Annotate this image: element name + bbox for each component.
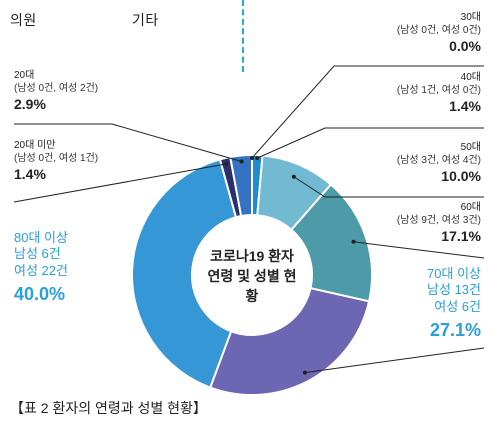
label-80plus: 80대 이상 남성 6건 여성 22건 40.0% xyxy=(14,230,68,305)
leader-line-3 xyxy=(353,241,485,259)
chart-title: 코로나19 환자 연령 및 성별 현황 xyxy=(202,246,302,306)
label-70plus: 70대 이상 남성 13건 여성 6건 27.1% xyxy=(427,266,481,341)
label-20s-age: 20대 xyxy=(14,70,35,81)
leader-dot-0 xyxy=(250,156,254,160)
label-20s-detail: (남성 0건, 여성 2건) xyxy=(14,82,99,94)
leader-dot-1 xyxy=(255,156,260,161)
label-80plus-age: 80대 이상 xyxy=(14,230,68,245)
header-middle: 기타 xyxy=(132,12,159,28)
header-left: 의원 xyxy=(10,12,37,28)
label-50s-detail: (남성 3건, 여성 4건) xyxy=(396,154,481,166)
label-20s: 20대 (남성 0건, 여성 2건) 2.9% xyxy=(14,70,98,114)
label-50s: 50대 (남성 3건, 여성 4건) 10.0% xyxy=(397,142,481,186)
label-80plus-female: 여성 22건 xyxy=(14,262,68,278)
label-30s-pct: 0.0% xyxy=(449,38,481,54)
leader-dot-6 xyxy=(224,161,229,166)
label-70plus-female: 여성 6건 xyxy=(434,298,481,314)
leader-line-6 xyxy=(13,163,227,203)
label-40s-detail: (남성 1건, 여성 0건) xyxy=(396,84,481,96)
label-under20-detail: (남성 0건, 여성 1건) xyxy=(14,152,99,164)
leader-line-7 xyxy=(14,123,242,162)
label-40s-pct: 1.4% xyxy=(449,98,481,114)
label-30s-age: 30대 xyxy=(460,12,481,23)
label-50s-age: 50대 xyxy=(460,142,481,153)
label-60s-pct: 17.1% xyxy=(441,228,481,244)
label-70plus-age: 70대 이상 xyxy=(427,266,481,281)
label-30s: 30대 (남성 0건, 여성 0건) 0.0% xyxy=(397,12,481,56)
dashed-divider xyxy=(242,0,244,72)
label-under20-age: 20대 미만 xyxy=(14,140,56,151)
chart-title-text: 코로나19 환자 연령 및 성별 현황 xyxy=(207,248,297,304)
label-under20: 20대 미만 (남성 0건, 여성 1건) 1.4% xyxy=(14,140,98,184)
leader-dot-2 xyxy=(291,174,296,179)
label-under20-pct: 1.4% xyxy=(14,166,46,182)
slice-7 xyxy=(229,153,253,218)
label-20s-pct: 2.9% xyxy=(14,96,46,112)
label-80plus-male: 남성 6건 xyxy=(14,246,61,262)
label-50s-pct: 10.0% xyxy=(441,168,481,184)
label-80plus-pct: 40.0% xyxy=(14,283,66,304)
label-60s: 60대 (남성 9건, 여성 3건) 17.1% xyxy=(397,202,481,246)
leader-dot-4 xyxy=(302,370,307,375)
leader-line-0 xyxy=(251,65,484,159)
slice-4 xyxy=(208,286,371,396)
chart-caption: 【표 2 환자의 연령과 성별 현황】 xyxy=(10,400,207,416)
leader-dot-7 xyxy=(239,159,244,164)
label-40s: 40대 (남성 1건, 여성 0건) 1.4% xyxy=(397,72,481,116)
leader-line-1 xyxy=(256,127,484,159)
label-60s-age: 60대 xyxy=(460,202,481,213)
leader-dot-3 xyxy=(351,239,356,244)
label-40s-age: 40대 xyxy=(460,72,481,83)
label-70plus-pct: 27.1% xyxy=(429,319,481,340)
slice-3 xyxy=(290,183,373,303)
label-60s-detail: (남성 9건, 여성 3건) xyxy=(396,214,481,226)
leader-line-2 xyxy=(293,176,484,198)
leader-line-4 xyxy=(304,347,485,374)
label-70plus-male: 남성 13건 xyxy=(427,282,481,298)
label-30s-detail: (남성 0건, 여성 0건) xyxy=(396,24,481,36)
